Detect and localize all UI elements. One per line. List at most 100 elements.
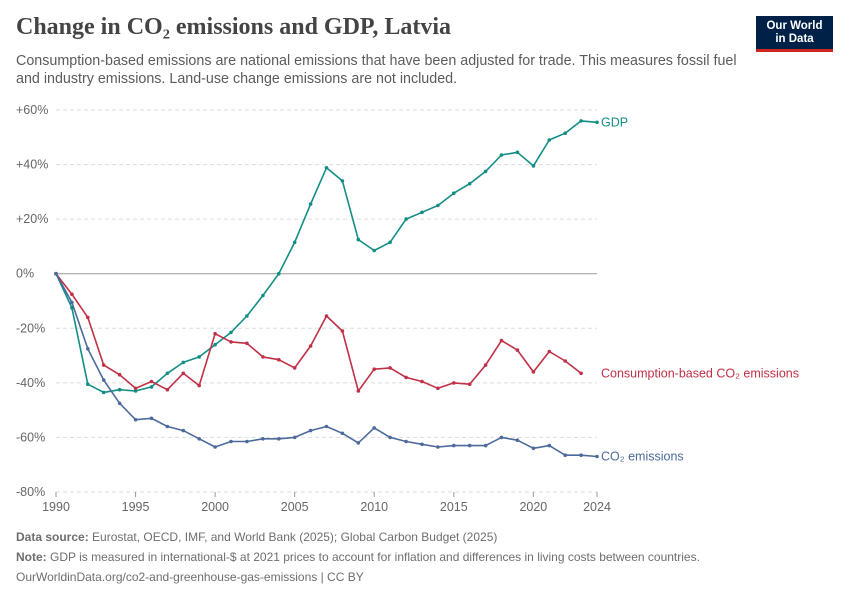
data-point-co2 [483,443,488,448]
data-point-gdp [277,271,281,276]
y-tick-label: 0% [16,267,34,281]
data-point-co2 [340,431,345,436]
data-point-gdp [324,166,329,170]
series-line-gdp [55,120,598,394]
data-point-co2 [197,437,201,441]
data-point-consumption [165,387,170,392]
data-point-co2 [86,347,90,351]
data-point-consumption [277,357,281,362]
data-point-consumption [563,359,567,363]
data-point-gdp [245,314,249,318]
data-point-co2 [595,454,599,459]
series-line-co2 [55,273,598,458]
data-point-consumption [340,329,345,333]
data-point-gdp [436,203,440,208]
data-point-gdp [531,164,536,168]
line-chart: +60% +40% +20% 0% -20% -40% -60% -80%1990 1995 20… [16,103,799,514]
y-tick-label: +60% [16,103,48,117]
data-source: Data source: Eurostat, OECD, IMF, and Wo… [16,530,497,544]
data-point-co2 [277,437,281,441]
data-point-co2 [229,439,233,444]
data-point-gdp [165,371,170,376]
data-point-consumption [133,386,138,391]
data-point-co2 [547,443,552,448]
data-point-consumption [117,372,122,377]
data-point-co2 [579,453,583,458]
y-tick-label: -40% [16,376,45,390]
data-point-consumption [70,292,74,297]
data-point-co2 [324,424,329,429]
y-tick-label: +40% [16,158,48,172]
y-tick-label: -60% [16,430,45,444]
x-tick-label: 2000 [201,500,229,514]
source-url-text[interactable]: OurWorldinData.org/co2-and-greenhouse-ga… [16,570,364,584]
note-text: GDP is measured in international-$ at 20… [50,550,700,564]
data-point-consumption [452,381,456,385]
series-label-gdp: GDP [601,115,628,129]
data-point-gdp [579,119,583,123]
data-point-gdp [197,355,201,359]
data-point-co2 [563,453,567,458]
data-point-consumption [245,341,249,346]
data-point-consumption [101,363,106,367]
data-point-co2 [499,435,504,440]
source-url[interactable]: OurWorldinData.org/co2-and-greenhouse-ga… [16,570,364,584]
logo-line-1: Our World [766,20,823,32]
data-point-co2 [245,439,249,444]
data-point-co2 [467,443,472,448]
data-point-co2 [372,426,377,430]
data-point-consumption [483,363,488,367]
data-point-co2 [54,271,58,276]
data-point-consumption [197,383,201,388]
data-point-consumption [324,314,329,318]
data-point-gdp [483,169,488,174]
x-tick-label: 2010 [360,500,388,514]
chart-title: Change in CO₂ emissions and GDP, Latvia [16,14,452,40]
data-point-consumption [372,367,377,372]
data-source-text: Eurostat, OECD, IMF, and World Bank (202… [92,530,498,544]
data-point-gdp [372,248,377,253]
x-tick-label: 1990 [42,500,70,514]
data-point-gdp [452,191,456,195]
data-point-gdp [149,385,154,389]
data-point-gdp [563,131,567,135]
data-point-consumption [149,379,154,384]
x-tick-label: 2020 [519,500,547,514]
data-point-co2 [149,416,154,421]
data-source-label: Data source: [16,530,89,544]
data-point-gdp [595,120,599,125]
y-tick-label: +20% [16,212,48,226]
x-tick-label: 2024 [583,500,611,514]
data-point-gdp [308,202,313,206]
data-point-gdp [404,217,408,221]
data-point-consumption [436,386,440,391]
data-point-co2 [404,439,408,444]
data-point-co2 [181,428,186,433]
data-point-co2 [531,446,536,451]
data-point-consumption [515,348,520,352]
owid-logo[interactable]: Our World in Data [756,16,833,52]
data-point-consumption [531,370,536,374]
data-point-co2 [213,445,217,449]
data-point-co2 [261,437,265,441]
chart-subtitle: Consumption-based emissions are national… [16,53,737,87]
data-point-consumption [356,389,361,393]
data-point-gdp [86,382,90,387]
data-point-gdp [340,179,345,183]
data-point-consumption [467,382,472,387]
data-point-co2 [165,424,170,429]
note-label: Note: [16,550,47,564]
data-point-gdp [117,387,122,392]
data-point-co2 [388,435,392,440]
data-point-gdp [229,330,233,335]
data-point-co2 [356,441,361,445]
data-point-co2 [308,428,313,433]
data-point-consumption [547,349,552,354]
data-point-consumption [229,340,233,344]
data-point-gdp [181,360,186,365]
data-point-gdp [292,240,297,245]
data-point-consumption [404,375,408,380]
data-point-consumption [213,331,217,336]
data-point-consumption [388,366,392,370]
data-point-gdp [101,390,106,395]
